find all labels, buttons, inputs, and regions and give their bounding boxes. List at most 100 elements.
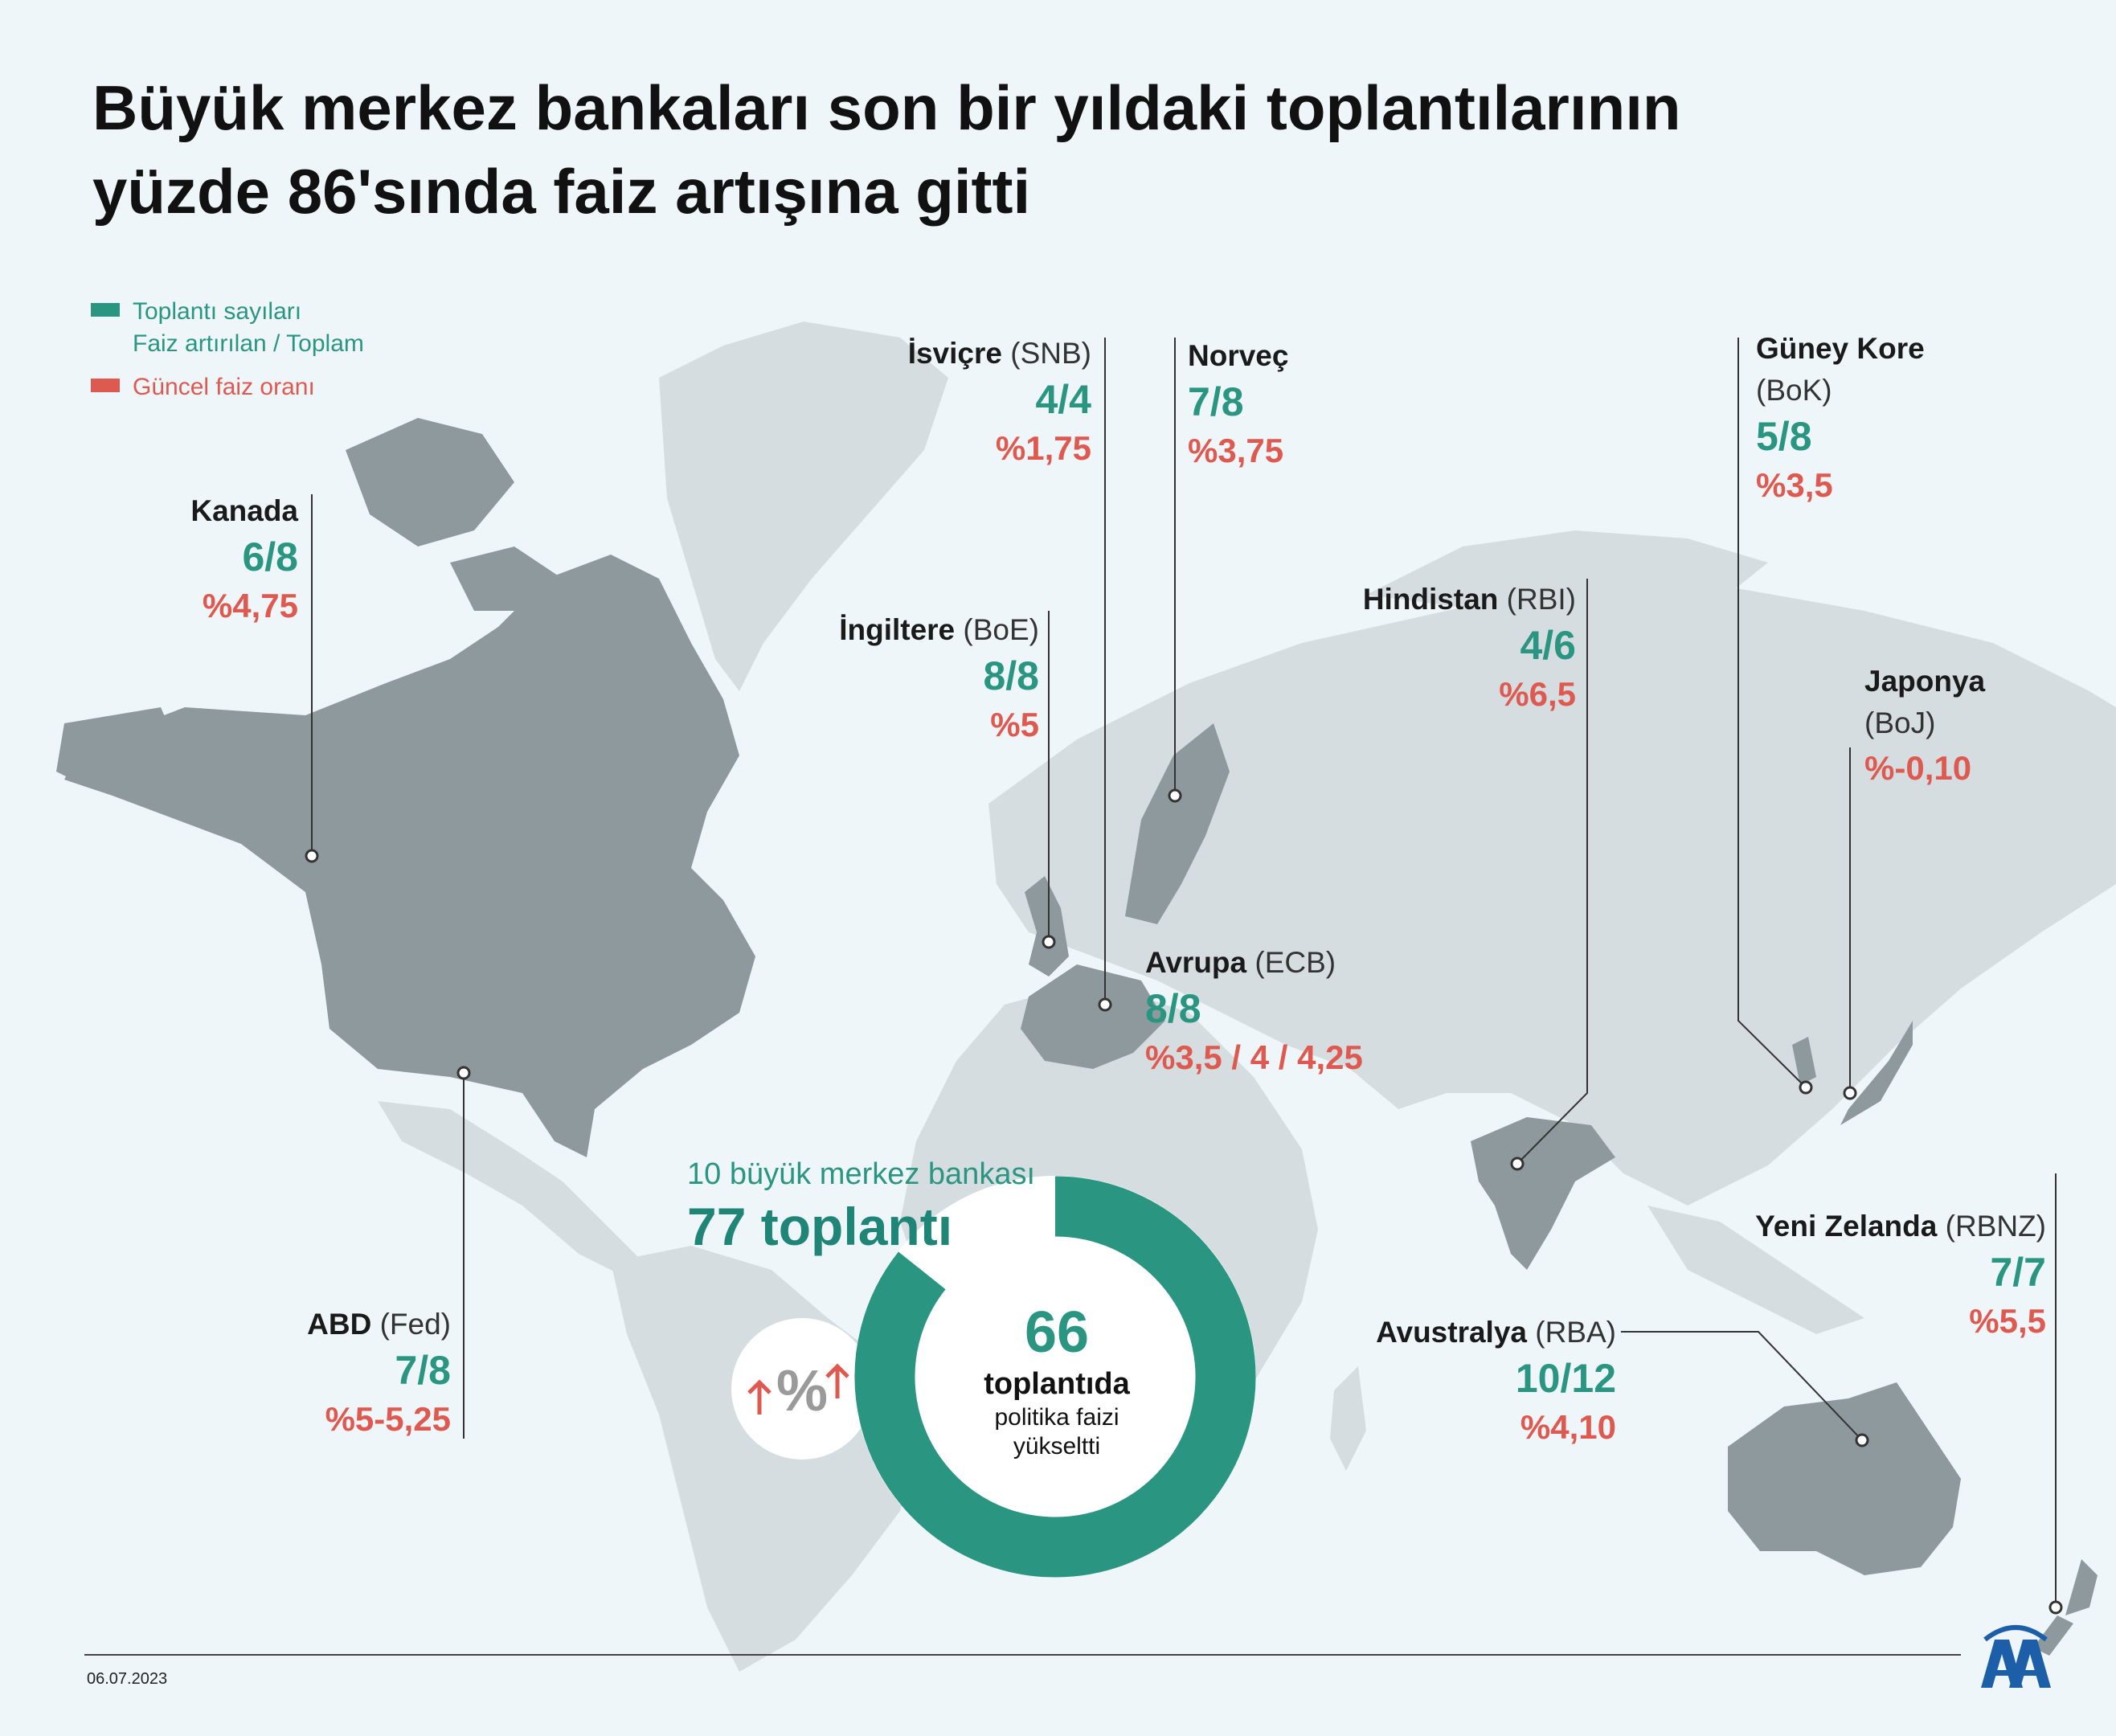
madagascar-shape	[1330, 1366, 1366, 1471]
bank-abbr: (RBA)	[1535, 1316, 1616, 1349]
bank-abbr: (BoK)	[1756, 374, 1832, 407]
bank-rate: %1,75	[995, 429, 1091, 467]
bank-ratio: 8/8	[1145, 986, 1201, 1031]
donut-hole	[919, 1240, 1192, 1513]
aa-logo	[1981, 1625, 2051, 1688]
dot-avustralya	[1855, 1433, 1869, 1447]
summary-subtitle: 10 büyük merkez bankası	[687, 1157, 1036, 1191]
mexico-central-america-shape	[378, 1101, 643, 1278]
percent-up-arrows-icon: %	[747, 1359, 849, 1423]
publish-date: 06.07.2023	[87, 1670, 168, 1688]
bank-name: Japonya	[1864, 665, 1986, 698]
alaska-shape	[56, 707, 185, 804]
bank-norvec: Norveç 7/8 %3,75	[1188, 335, 1288, 475]
bank-ratio: 7/8	[395, 1348, 451, 1393]
bank-abd: ABD (Fed) 7/8 %5-5,25	[307, 1304, 451, 1443]
bank-ratio: 8/8	[983, 653, 1039, 698]
bank-ratio: 7/8	[1188, 379, 1244, 424]
southeast-asia-shape	[1647, 1206, 1864, 1334]
bank-name: Avrupa	[1145, 946, 1247, 979]
bank-name: Norveç	[1188, 339, 1289, 372]
raised-line-1: toplantıda	[984, 1367, 1130, 1401]
raised-line-2: politika faizi	[994, 1404, 1119, 1431]
dot-kanada	[305, 849, 319, 863]
bank-kanada: Kanada 6/8 %4,75	[190, 490, 298, 630]
bank-ratio: 4/6	[1520, 623, 1576, 668]
legend-item-meetings: Toplantı sayıları Faiz artırılan / Topla…	[91, 296, 364, 360]
australia-shape	[1728, 1382, 1961, 1575]
bank-rate: %5-5,25	[325, 1400, 451, 1438]
bank-ratio: 10/12	[1515, 1356, 1616, 1401]
new-zealand-shape	[2033, 1559, 2098, 1656]
dot-abd	[456, 1066, 471, 1080]
bank-ratio: 5/8	[1756, 414, 1812, 459]
bank-name: İngiltere	[839, 613, 956, 646]
bank-rate: %3,5	[1756, 466, 1833, 504]
bank-rate: %5,5	[1969, 1302, 2046, 1340]
summary-total: 77 toplantı	[687, 1197, 953, 1256]
siberia-north-shape	[1366, 530, 1768, 611]
location-dots	[305, 788, 2063, 1615]
dot-norvec	[1168, 788, 1182, 803]
legend: Toplantı sayıları Faiz artırılan / Topla…	[91, 296, 364, 411]
bank-abbr: (ECB)	[1254, 946, 1336, 979]
bank-name: Yeni Zelanda	[1755, 1210, 1938, 1243]
canada-usa-shape	[64, 555, 755, 1157]
meetings-donut	[854, 1176, 1256, 1578]
bank-rate: %4,75	[202, 587, 298, 624]
europe-ecb-shape	[1021, 964, 1165, 1069]
bank-abbr: (SNB)	[1010, 337, 1091, 370]
dot-ingiltere	[1042, 935, 1056, 949]
bank-avrupa: Avrupa (ECB) 8/8 %3,5 / 4 / 4,25	[1145, 942, 1363, 1082]
donut-center-text: 66 toplantıda politika faizi yükseltti	[952, 1300, 1161, 1461]
bank-hindistan: Hindistan (RBI) 4/6 %6,5	[1363, 579, 1576, 719]
bank-abbr: (RBI)	[1506, 583, 1576, 616]
dot-isvicre	[1098, 997, 1112, 1012]
legend-item-rate: Güncel faiz oranı	[91, 371, 364, 403]
bank-yenizelanda: Yeni Zelanda (RBNZ) 7/7 %5,5	[1755, 1206, 2046, 1345]
korea-japan-shape	[1792, 1021, 1913, 1125]
bank-name: Hindistan	[1362, 583, 1499, 616]
land-highlight	[56, 418, 2098, 1656]
scandinavia-shape	[1125, 723, 1230, 924]
bank-avustralya: Avustralya (RBA) 10/12 %4,10	[1376, 1312, 1616, 1451]
bank-rate: %5	[990, 706, 1039, 743]
donut-raised-arc	[854, 1176, 1256, 1578]
title-line-1: Büyük merkez bankaları son bir yıldaki t…	[92, 72, 1681, 143]
bank-rate: %3,5 / 4 / 4,25	[1145, 1038, 1363, 1076]
bank-rate: %-0,10	[1864, 749, 1972, 787]
dot-yenizelanda	[2048, 1600, 2063, 1615]
eurasia-shape	[988, 579, 2116, 1206]
percent-circle	[731, 1318, 873, 1460]
bank-name: Avustralya	[1376, 1316, 1527, 1349]
bank-rate: %4,10	[1520, 1408, 1616, 1446]
bank-name: İsviçre	[907, 337, 1002, 370]
india-shape	[1471, 1117, 1615, 1270]
legend-meetings-sublabel: Faiz artırılan / Toplam	[133, 330, 364, 357]
page-title: Büyük merkez bankaları son bir yıldaki t…	[92, 66, 2021, 233]
bank-abbr: (BoE)	[963, 613, 1039, 646]
legend-rate-label: Güncel faiz oranı	[133, 374, 315, 400]
bank-name: ABD	[307, 1308, 372, 1341]
canada-islands-shape	[346, 418, 563, 611]
raised-count: 66	[1024, 1300, 1090, 1365]
bank-rate: %6,5	[1499, 675, 1576, 713]
bank-guneykore: Güney Kore (BoK) 5/8 %3,5	[1756, 328, 1925, 510]
bank-ingiltere: İngiltere (BoE) 8/8 %5	[839, 609, 1039, 749]
bank-ratio: 4/4	[1035, 377, 1091, 422]
bank-name: Güney Kore	[1756, 332, 1925, 365]
dot-guneykore	[1799, 1080, 1813, 1095]
bank-ratio: 7/7	[1990, 1250, 2046, 1295]
title-line-2: yüzde 86'sında faiz artışına gitti	[92, 156, 1031, 227]
dot-japonya	[1843, 1086, 1857, 1100]
bank-abbr: (RBNZ)	[1945, 1210, 2046, 1243]
bank-japonya: Japonya (BoJ) %-0,10	[1864, 661, 1985, 792]
footer-divider	[84, 1654, 1961, 1656]
legend-meetings-label: Toplantı sayıları	[133, 298, 302, 325]
legend-swatch-rate	[91, 379, 120, 392]
legend-swatch-meetings	[91, 303, 120, 317]
bank-rate: %3,75	[1188, 432, 1284, 469]
leader-lines	[311, 338, 2057, 1607]
svg-text:%: %	[776, 1359, 828, 1423]
